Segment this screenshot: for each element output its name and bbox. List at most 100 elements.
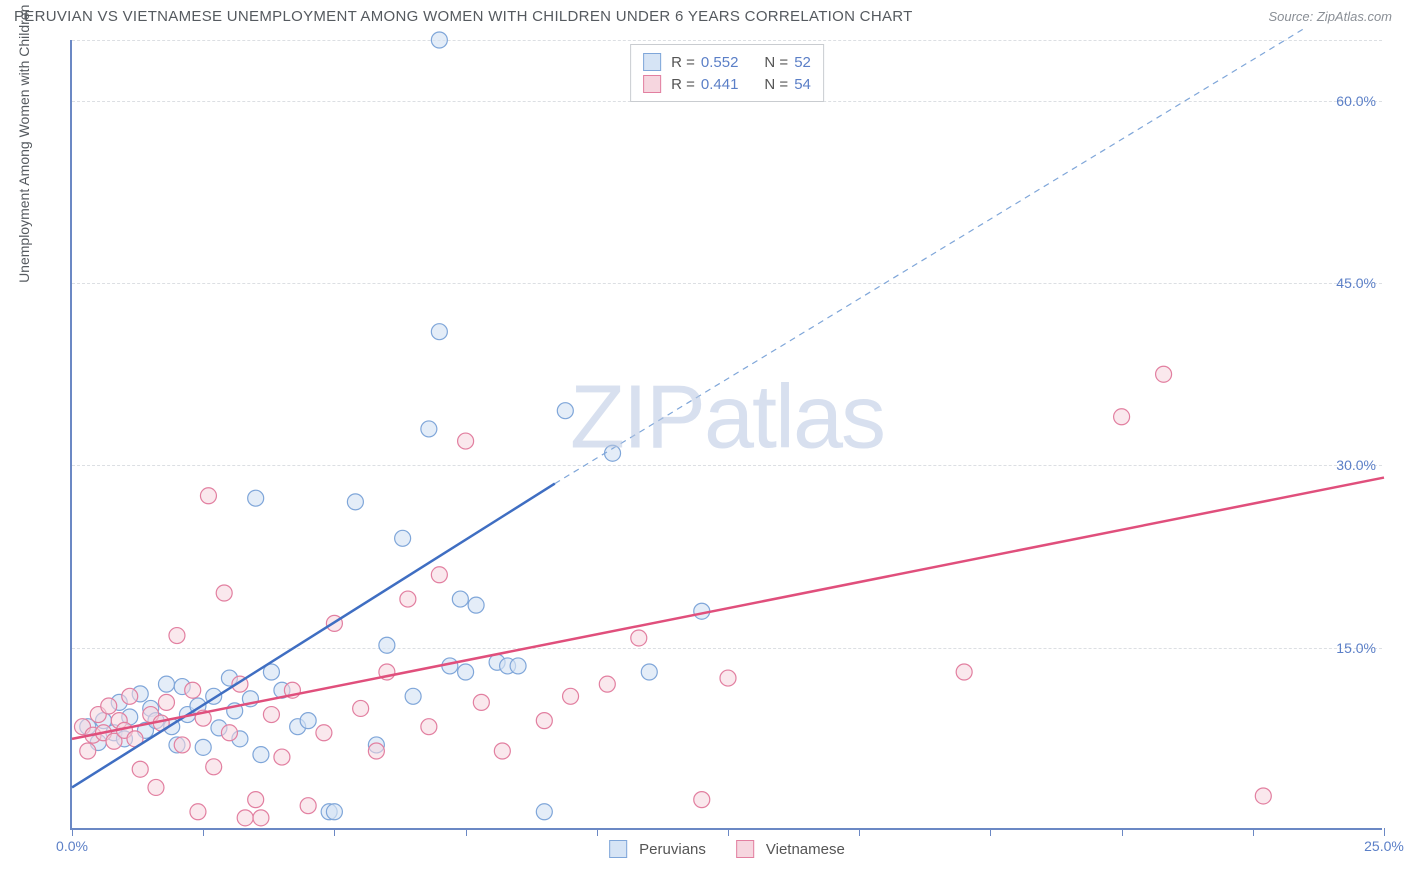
scatter-point — [248, 490, 264, 506]
scatter-point — [300, 713, 316, 729]
x-tick — [859, 828, 860, 836]
scatter-point — [158, 676, 174, 692]
y-tick-label: 60.0% — [1336, 93, 1376, 109]
n-value: 52 — [794, 54, 811, 71]
scatter-point — [536, 804, 552, 820]
scatter-point — [316, 725, 332, 741]
swatch-icon — [643, 53, 661, 71]
scatter-point — [400, 591, 416, 607]
scatter-point — [353, 700, 369, 716]
legend-label: Vietnamese — [766, 841, 845, 858]
scatter-point — [694, 792, 710, 808]
scatter-point — [395, 530, 411, 546]
r-value: 0.552 — [701, 54, 739, 71]
x-tick — [334, 828, 335, 836]
scatter-point — [132, 761, 148, 777]
scatter-point — [431, 567, 447, 583]
x-tick-label: 0.0% — [56, 838, 88, 854]
scatter-point — [431, 32, 447, 48]
scatter-point — [221, 725, 237, 741]
y-axis-label: Unemployment Among Women with Children U… — [16, 0, 32, 283]
scatter-point — [122, 688, 138, 704]
series-legend: Peruvians Vietnamese — [609, 840, 845, 858]
scatter-point — [216, 585, 232, 601]
stats-legend: R = 0.552 N = 52 R = 0.441 N = 54 — [630, 44, 824, 102]
legend-item: Peruvians — [609, 840, 706, 858]
chart-header: PERUVIAN VS VIETNAMESE UNEMPLOYMENT AMON… — [0, 0, 1406, 31]
scatter-point — [206, 759, 222, 775]
x-tick — [728, 828, 729, 836]
scatter-point — [431, 324, 447, 340]
scatter-plot-svg — [72, 40, 1382, 828]
scatter-point — [720, 670, 736, 686]
scatter-point — [956, 664, 972, 680]
scatter-point — [631, 630, 647, 646]
scatter-point — [641, 664, 657, 680]
scatter-point — [300, 798, 316, 814]
scatter-point — [379, 637, 395, 653]
scatter-point — [458, 433, 474, 449]
scatter-point — [248, 792, 264, 808]
scatter-point — [169, 628, 185, 644]
scatter-point — [599, 676, 615, 692]
scatter-point — [468, 597, 484, 613]
n-label: N = — [764, 54, 788, 71]
swatch-icon — [736, 840, 754, 858]
scatter-point — [174, 737, 190, 753]
legend-item: Vietnamese — [736, 840, 845, 858]
scatter-point — [452, 591, 468, 607]
scatter-point — [1156, 366, 1172, 382]
r-label: R = — [671, 54, 695, 71]
scatter-point — [200, 488, 216, 504]
scatter-point — [237, 810, 253, 826]
x-tick — [203, 828, 204, 836]
scatter-point — [1255, 788, 1271, 804]
trend-line — [72, 484, 555, 788]
stats-legend-row: R = 0.441 N = 54 — [643, 73, 811, 95]
n-label: N = — [764, 76, 788, 93]
x-tick — [1253, 828, 1254, 836]
scatter-point — [557, 403, 573, 419]
scatter-point — [101, 698, 117, 714]
y-tick-label: 45.0% — [1336, 275, 1376, 291]
scatter-point — [263, 707, 279, 723]
n-value: 54 — [794, 76, 811, 93]
x-tick — [466, 828, 467, 836]
scatter-point — [605, 445, 621, 461]
scatter-point — [148, 779, 164, 795]
x-tick — [72, 828, 73, 836]
source-attribution: Source: ZipAtlas.com — [1268, 9, 1392, 24]
scatter-point — [458, 664, 474, 680]
swatch-icon — [609, 840, 627, 858]
scatter-point — [253, 810, 269, 826]
scatter-point — [405, 688, 421, 704]
scatter-point — [494, 743, 510, 759]
scatter-point — [347, 494, 363, 510]
scatter-point — [421, 421, 437, 437]
y-tick-label: 30.0% — [1336, 457, 1376, 473]
x-tick — [1384, 828, 1385, 836]
r-value: 0.441 — [701, 76, 739, 93]
scatter-point — [421, 719, 437, 735]
trend-line — [72, 478, 1384, 739]
legend-label: Peruvians — [639, 841, 706, 858]
scatter-point — [536, 713, 552, 729]
scatter-point — [326, 804, 342, 820]
scatter-point — [190, 804, 206, 820]
x-tick — [990, 828, 991, 836]
y-tick-label: 15.0% — [1336, 640, 1376, 656]
chart-title: PERUVIAN VS VIETNAMESE UNEMPLOYMENT AMON… — [14, 8, 913, 25]
scatter-point — [253, 747, 269, 763]
chart-container: Unemployment Among Women with Children U… — [34, 40, 1394, 880]
scatter-point — [368, 743, 384, 759]
scatter-point — [80, 743, 96, 759]
scatter-point — [563, 688, 579, 704]
x-tick — [597, 828, 598, 836]
plot-area: ZIPatlas R = 0.552 N = 52 R = 0.441 N = … — [70, 40, 1382, 830]
scatter-point — [158, 694, 174, 710]
scatter-point — [195, 739, 211, 755]
scatter-point — [510, 658, 526, 674]
swatch-icon — [643, 75, 661, 93]
scatter-point — [274, 749, 290, 765]
scatter-point — [1114, 409, 1130, 425]
